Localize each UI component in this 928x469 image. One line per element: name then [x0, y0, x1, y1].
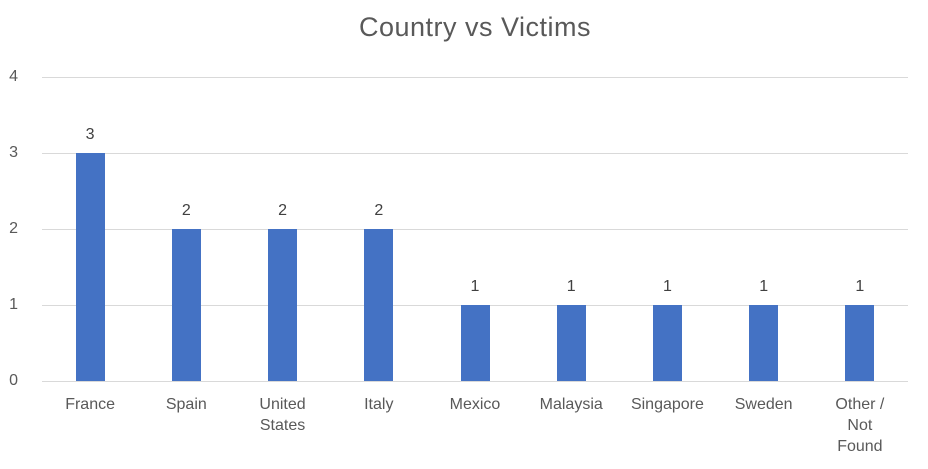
- bar-value-label-singapore: 1: [662, 278, 672, 295]
- x-axis-tick-label-sweden: Sweden: [734, 396, 793, 413]
- bar-mexico: [460, 305, 490, 381]
- x-axis-tick-label-united-states: United States: [259, 396, 306, 434]
- gridline-y-4: [42, 77, 908, 78]
- x-axis-tick-label-singapore: Singapore: [630, 396, 704, 413]
- bar-value-label-france: 3: [85, 126, 95, 143]
- y-axis-tick-label-1: 1: [9, 296, 18, 313]
- bar-value-label-united-states: 2: [278, 202, 287, 219]
- gridline-y-3: [42, 153, 908, 154]
- chart-title: Country vs Victims: [358, 12, 592, 42]
- bar-value-label-malaysia: 1: [566, 278, 576, 295]
- y-axis-tick-label-4: 4: [9, 68, 18, 85]
- bar-value-label-italy: 2: [374, 202, 384, 219]
- bar-united-states: [268, 229, 298, 381]
- x-axis-tick-label-malaysia: Malaysia: [539, 396, 603, 413]
- y-axis-tick-label-3: 3: [9, 144, 18, 161]
- bar-value-label-mexico: 1: [470, 278, 480, 295]
- bar-value-label-spain: 2: [181, 202, 191, 219]
- x-axis-tick-label-italy: Italy: [364, 396, 394, 413]
- x-axis-tick-label-spain: Spain: [165, 396, 207, 413]
- bar-malaysia: [556, 305, 586, 381]
- bar-other-not-found: [845, 305, 875, 381]
- bar-france: [75, 153, 105, 381]
- x-axis-tick-label-mexico: Mexico: [449, 396, 501, 413]
- bar-value-label-sweden: 1: [759, 278, 769, 295]
- y-axis-tick-label-2: 2: [9, 220, 18, 237]
- bar-italy: [364, 229, 394, 381]
- bar-value-label-other-not-found: 1: [855, 278, 865, 295]
- x-axis-tick-label-other-not-found: Other / Not Found: [835, 396, 885, 455]
- bar-singapore: [652, 305, 682, 381]
- x-axis-tick-label-france: France: [65, 396, 115, 413]
- bar-sweden: [749, 305, 779, 381]
- y-axis-tick-label-0: 0: [9, 372, 18, 389]
- gridline-y-0: [42, 381, 908, 382]
- gridline-y-2: [42, 229, 908, 230]
- bar-spain: [171, 229, 201, 381]
